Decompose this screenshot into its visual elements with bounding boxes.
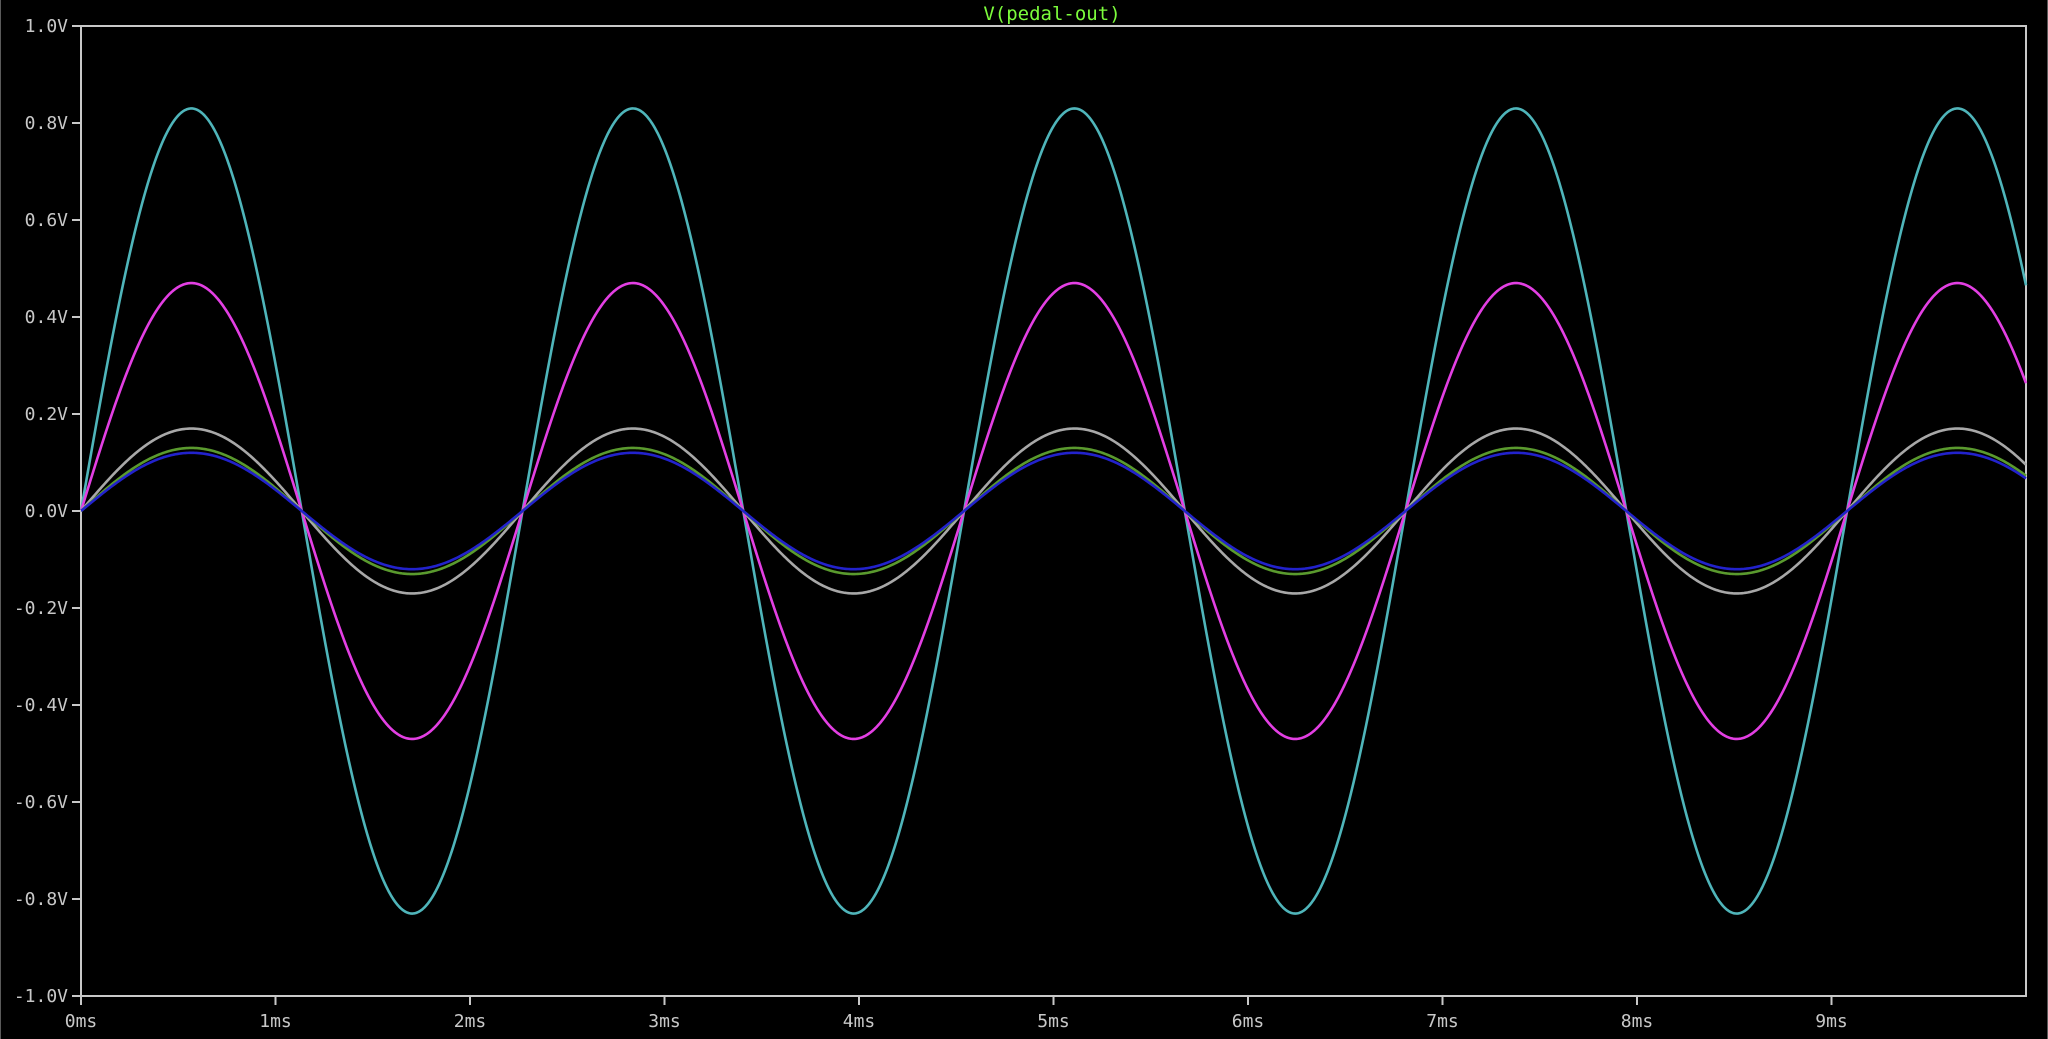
y-tick-label: 0.8V [25,113,69,134]
traces-layer [79,107,2028,915]
y-axis: 1.0V 0.8V 0.6V 0.4V 0.2V 0.0V -0.2V -0.4V -0.6V -… [14,16,81,1007]
x-tick-label: 5ms [1037,1011,1070,1032]
x-tick-label: 2ms [454,1011,487,1032]
x-tick-label: 8ms [1621,1011,1654,1032]
x-tick-label: 6ms [1232,1011,1265,1032]
y-tick-label: -0.2V [14,598,68,619]
y-tick-label: -0.6V [14,792,68,813]
y-tick-label: 0.2V [25,404,69,425]
series-line-2 [79,281,2028,741]
series-line-4 [80,446,2027,576]
y-tick-label: -0.8V [14,889,68,910]
x-tick-label: 4ms [843,1011,876,1032]
y-tick-label: 0.6V [25,210,69,231]
x-tick-label: 3ms [648,1011,681,1032]
x-axis: 0ms 1ms 2ms 3ms 4ms 5ms 6ms 7ms 8ms 9ms [65,996,1848,1032]
x-tick-label: 9ms [1815,1011,1848,1032]
y-tick-label: 0.4V [25,307,69,328]
x-tick-label: 7ms [1426,1011,1459,1032]
x-tick-label: 0ms [65,1011,98,1032]
chart-title: V(pedal-out) [983,3,1120,25]
series-line-1 [79,107,2028,915]
series-line-5 [80,451,2027,571]
y-tick-label: 1.0V [25,16,69,37]
x-tick-label: 1ms [259,1011,292,1032]
series-line-3 [80,427,2027,595]
y-tick-label: -0.4V [14,695,68,716]
y-tick-label: 0.0V [25,501,69,522]
y-tick-label: -1.0V [14,986,68,1007]
